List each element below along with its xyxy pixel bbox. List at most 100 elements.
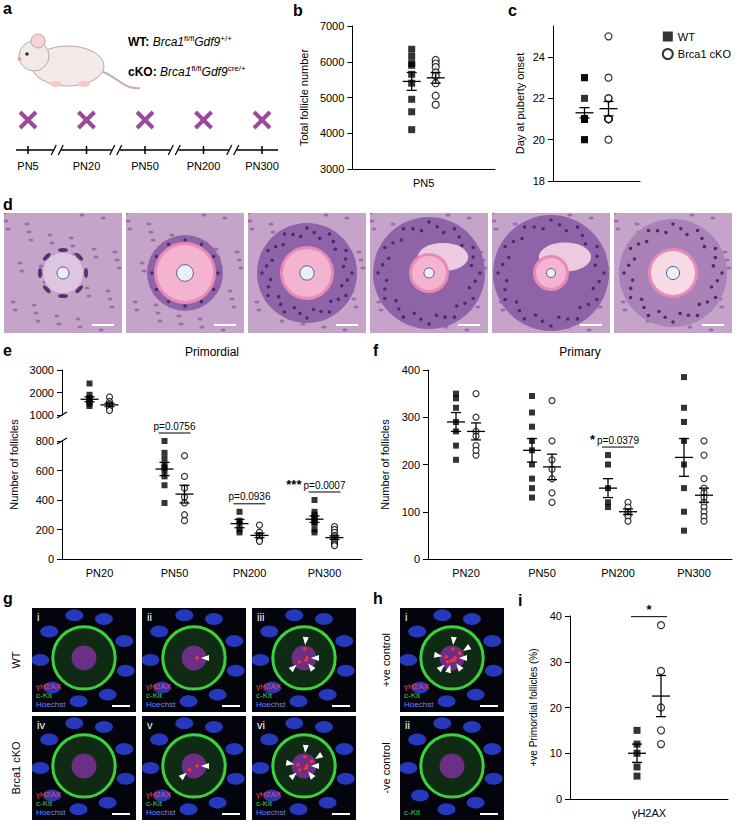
svg-text:cKO: Brca1fl/flGdf9cre/+: cKO: Brca1fl/flGdf9cre/+: [128, 64, 246, 79]
svg-text:*: *: [590, 432, 596, 447]
svg-text:PN300: PN300: [677, 567, 711, 579]
svg-text:PN200: PN200: [233, 567, 267, 579]
svg-text:γH2AX: γH2AX: [36, 682, 62, 691]
svg-text:i: i: [518, 592, 522, 609]
svg-text:PN5: PN5: [413, 177, 434, 189]
svg-text:c-Kit: c-Kit: [36, 691, 53, 700]
svg-text:20: 20: [533, 134, 545, 146]
svg-text:p=0.0007: p=0.0007: [304, 480, 346, 491]
svg-text:Hoechst: Hoechst: [146, 700, 176, 709]
svg-text:WT: WT: [678, 31, 695, 43]
svg-text:Primary: Primary: [559, 345, 600, 359]
svg-text:Total follicle number: Total follicle number: [298, 49, 310, 147]
svg-text:vi: vi: [257, 719, 265, 731]
svg-text:Hoechst: Hoechst: [256, 808, 286, 817]
svg-text:c-Kit: c-Kit: [146, 691, 163, 700]
svg-text:γH2AX: γH2AX: [632, 807, 667, 819]
svg-text:24: 24: [533, 51, 545, 63]
svg-text:Brca1 cKO: Brca1 cKO: [10, 741, 22, 795]
svg-text:6000: 6000: [320, 56, 344, 68]
svg-text:Number of follicles: Number of follicles: [379, 419, 391, 510]
svg-text:22: 22: [533, 92, 545, 104]
svg-text:v: v: [147, 719, 153, 731]
svg-text:ii: ii: [405, 719, 410, 731]
svg-text:c-Kit: c-Kit: [256, 691, 273, 700]
svg-text:200: 200: [402, 459, 420, 471]
svg-text:WT: Brca1fl/flGdf9+/+: WT: Brca1fl/flGdf9+/+: [128, 34, 232, 49]
svg-text:g: g: [3, 590, 13, 607]
svg-text:γH2AX: γH2AX: [146, 790, 172, 799]
svg-text:γH2AX: γH2AX: [404, 682, 430, 691]
svg-text:ii: ii: [147, 611, 152, 623]
svg-text:f: f: [373, 342, 379, 359]
svg-text:Hoechst: Hoechst: [404, 700, 434, 709]
svg-text:Number of follicles: Number of follicles: [8, 419, 20, 510]
svg-text:4000: 4000: [320, 127, 344, 139]
svg-text:Hoechst: Hoechst: [36, 808, 66, 817]
svg-text:Primordial: Primordial: [185, 345, 239, 359]
svg-text:h: h: [373, 590, 383, 607]
svg-text:e: e: [3, 342, 12, 359]
svg-text:Hoechst: Hoechst: [36, 700, 66, 709]
svg-text:p=0.0379: p=0.0379: [597, 435, 639, 446]
svg-text:3000: 3000: [320, 163, 344, 175]
svg-text:PN200: PN200: [187, 160, 221, 172]
svg-text:PN200: PN200: [601, 567, 635, 579]
svg-text:c-Kit: c-Kit: [36, 799, 53, 808]
svg-text:Hoechst: Hoechst: [146, 808, 176, 817]
svg-text:PN20: PN20: [86, 567, 114, 579]
svg-text:PN20: PN20: [73, 160, 101, 172]
svg-text:i: i: [405, 611, 407, 623]
svg-text:PN5: PN5: [17, 160, 38, 172]
svg-text:1000: 1000: [30, 409, 54, 421]
svg-text:***: ***: [286, 477, 302, 492]
svg-text:+ve Primordial follicles (%): +ve Primordial follicles (%): [528, 648, 539, 766]
svg-text:PN300: PN300: [245, 160, 279, 172]
svg-text:20: 20: [550, 702, 562, 714]
svg-text:γH2AX: γH2AX: [146, 682, 172, 691]
svg-text:Day at puberty onset: Day at puberty onset: [514, 53, 526, 155]
svg-text:p=0.0756: p=0.0756: [154, 421, 196, 432]
svg-text:+ve control: +ve control: [380, 633, 392, 687]
svg-text:40: 40: [550, 610, 562, 622]
svg-text:a: a: [3, 0, 12, 17]
svg-text:3000: 3000: [30, 364, 54, 376]
svg-text:5000: 5000: [320, 92, 344, 104]
svg-text:i: i: [37, 611, 39, 623]
svg-text:30: 30: [550, 656, 562, 668]
svg-text:400: 400: [36, 494, 54, 506]
svg-text:200: 200: [36, 524, 54, 536]
svg-text:c-Kit: c-Kit: [404, 691, 421, 700]
svg-text:b: b: [293, 2, 303, 19]
svg-text:10: 10: [550, 747, 562, 759]
svg-text:0: 0: [556, 793, 562, 805]
svg-text:-ve control: -ve control: [380, 742, 392, 793]
svg-text:18: 18: [533, 175, 545, 187]
svg-text:*: *: [646, 602, 652, 617]
svg-text:c-Kit: c-Kit: [256, 799, 273, 808]
svg-text:600: 600: [36, 465, 54, 477]
svg-text:Hoechst: Hoechst: [256, 700, 286, 709]
svg-text:PN20: PN20: [452, 567, 480, 579]
svg-text:PN50: PN50: [161, 567, 189, 579]
svg-text:7000: 7000: [320, 20, 344, 32]
svg-text:0: 0: [48, 553, 54, 565]
svg-text:c-Kit: c-Kit: [146, 799, 163, 808]
svg-text:PN300: PN300: [308, 567, 342, 579]
svg-text:100: 100: [402, 506, 420, 518]
svg-text:c-Kit: c-Kit: [404, 808, 421, 817]
svg-text:d: d: [3, 196, 13, 213]
svg-text:800: 800: [36, 435, 54, 447]
svg-text:γH2AX: γH2AX: [256, 790, 282, 799]
svg-text:iii: iii: [257, 611, 264, 623]
svg-text:2000: 2000: [30, 387, 54, 399]
svg-text:γH2AX: γH2AX: [256, 682, 282, 691]
svg-text:0: 0: [414, 553, 420, 565]
svg-text:400: 400: [402, 364, 420, 376]
svg-text:PN50: PN50: [131, 160, 159, 172]
svg-text:PN50: PN50: [528, 567, 556, 579]
svg-text:p=0.0936: p=0.0936: [229, 491, 271, 502]
svg-text:300: 300: [402, 411, 420, 423]
svg-text:Brca1 cKO: Brca1 cKO: [678, 48, 732, 60]
svg-text:γH2AX: γH2AX: [36, 790, 62, 799]
